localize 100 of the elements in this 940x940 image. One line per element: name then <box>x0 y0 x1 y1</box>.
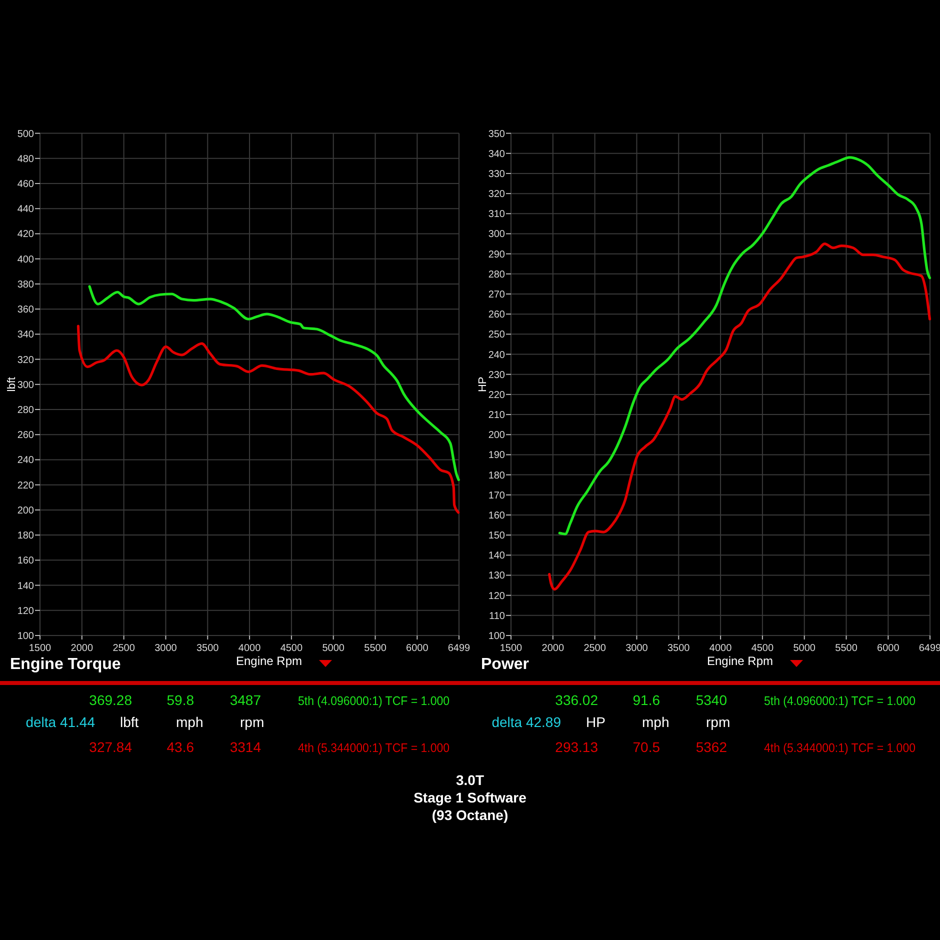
text: 4th (5.344000:1) TCF = 1.000 <box>298 740 450 756</box>
text: Stage 1 Software <box>414 790 527 806</box>
y-tick-label: 280 <box>17 405 34 416</box>
y-tick-label: 420 <box>17 229 34 240</box>
text: Engine Torque <box>10 656 121 673</box>
x-tick-label: 4000 <box>709 643 732 654</box>
text: 3314 <box>230 739 262 755</box>
y-tick-label: 440 <box>17 204 34 216</box>
y-tick-label: 260 <box>17 430 34 442</box>
x-tick-label: 3500 <box>196 643 220 654</box>
y-axis-title: lbft <box>6 377 18 392</box>
x-tick-label: 2000 <box>70 643 94 654</box>
text: 369.28 <box>89 692 132 708</box>
line-series <box>88 285 460 482</box>
text: 3487 <box>230 692 262 708</box>
text: mph <box>176 714 204 730</box>
x-tick-label: 5500 <box>364 643 387 654</box>
text: lbft <box>120 714 139 730</box>
line-series <box>558 156 932 536</box>
x-tick-label: 6000 <box>406 643 429 654</box>
text: 70.5 <box>632 739 660 755</box>
y-tick-label: 280 <box>488 269 506 280</box>
y-tick-label: 380 <box>17 279 34 290</box>
line-series <box>548 242 932 591</box>
text: rpm <box>240 714 264 730</box>
x-tick-label: 2000 <box>542 643 564 654</box>
text: 5th (4.096000:1) TCF = 1.000 <box>764 694 916 708</box>
y-tick-label: 190 <box>488 450 506 462</box>
y-tick-label: 350 <box>488 128 506 140</box>
text: 5th (4.096000:1) TCF = 1.000 <box>298 694 450 708</box>
y-tick-label: 150 <box>488 530 506 542</box>
x-tick-label: 4500 <box>751 643 774 654</box>
x-tick-label: 5000 <box>793 643 816 654</box>
y-tick-label: 240 <box>488 350 506 361</box>
text: mph <box>642 714 670 730</box>
y-tick-label: 340 <box>17 330 34 341</box>
text: (93 Octane) <box>432 807 508 823</box>
y-tick-label: 260 <box>488 310 506 321</box>
x-tick-label: 5000 <box>322 643 345 654</box>
text: 59.8 <box>166 692 194 708</box>
y-tick-label: 200 <box>17 505 34 516</box>
y-tick-label: 230 <box>488 370 506 381</box>
y-tick-label: 250 <box>488 330 506 341</box>
text: 5362 <box>696 739 728 755</box>
x-axis-title: Engine Rpm <box>236 654 302 668</box>
y-tick-label: 310 <box>488 209 506 220</box>
x-tick-label: 4500 <box>280 643 304 654</box>
y-tick-label: 330 <box>488 168 506 180</box>
y-tick-label: 120 <box>17 606 34 617</box>
text: rpm <box>706 714 730 730</box>
x-tick-label: 2500 <box>112 643 136 654</box>
text: 327.84 <box>89 739 132 755</box>
text: 91.6 <box>632 692 660 708</box>
y-tick-label: 140 <box>17 580 34 592</box>
y-tick-label: 460 <box>17 179 34 190</box>
y-tick-label: 100 <box>17 631 34 642</box>
text: HP <box>586 714 606 730</box>
y-tick-label: 200 <box>488 430 506 442</box>
text: delta 42.89 <box>492 714 562 730</box>
x-tick-label: 6499 <box>448 643 471 654</box>
x-tick-label: 2500 <box>584 643 606 654</box>
y-tick-label: 130 <box>488 570 506 582</box>
y-tick-label: 290 <box>488 249 506 260</box>
y-tick-label: 360 <box>17 304 34 316</box>
y-tick-label: 300 <box>17 380 34 391</box>
x-tick-label: 5500 <box>835 643 858 654</box>
y-tick-label: 160 <box>17 556 34 567</box>
x-axis-title: Engine Rpm <box>706 654 774 668</box>
y-tick-label: 140 <box>488 550 506 562</box>
y-tick-label: 160 <box>488 510 506 522</box>
y-tick-label: 180 <box>17 530 34 542</box>
x-tick-label: 4000 <box>238 643 262 654</box>
x-tick-label: 1500 <box>500 643 523 654</box>
line-series <box>76 324 460 514</box>
x-tick-label: 3500 <box>668 643 690 654</box>
text: 336.02 <box>555 692 598 708</box>
y-tick-label: 120 <box>488 590 506 602</box>
text: 5340 <box>696 692 728 708</box>
text: Power <box>481 656 530 673</box>
y-axis-title: HP <box>477 376 489 392</box>
y-tick-label: 270 <box>488 290 506 301</box>
x-tick-label: 3000 <box>626 643 648 654</box>
y-tick-label: 340 <box>488 148 506 160</box>
x-tick-label: 6000 <box>877 643 900 654</box>
y-tick-label: 210 <box>488 410 506 422</box>
x-tick-label: 3000 <box>154 643 178 654</box>
y-tick-label: 320 <box>17 354 34 366</box>
y-tick-label: 320 <box>488 189 506 200</box>
y-tick-label: 240 <box>17 455 34 466</box>
y-tick-label: 220 <box>17 480 34 492</box>
y-tick-label: 100 <box>488 631 506 642</box>
y-tick-label: 170 <box>488 490 506 502</box>
text: 4th (5.344000:1) TCF = 1.000 <box>764 740 916 756</box>
text: 293.13 <box>555 739 598 755</box>
y-tick-label: 500 <box>17 128 34 140</box>
y-tick-label: 220 <box>488 390 506 401</box>
y-tick-label: 480 <box>17 154 34 165</box>
text: 43.6 <box>166 739 194 755</box>
y-tick-label: 110 <box>489 610 506 622</box>
y-tick-label: 180 <box>488 470 506 482</box>
